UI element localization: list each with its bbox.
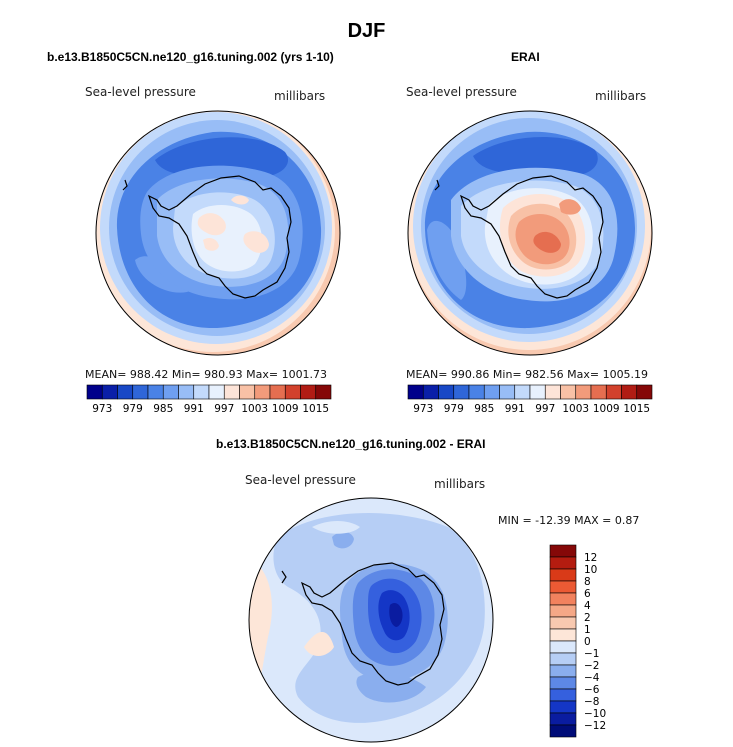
colorbar-tick-label: 973 [413, 403, 433, 415]
colorbar-tick-label: 979 [123, 403, 143, 415]
diff-colorbar-tick-label: 6 [584, 588, 591, 600]
colorbar-swatch [300, 384, 317, 400]
colorbar-tick-label: 1015 [302, 403, 329, 415]
colorbar-tick-label: 997 [535, 403, 555, 415]
diff-colorbar-tick-label: −10 [584, 708, 606, 720]
colorbar-swatch [223, 384, 240, 400]
colorbar-tick-label: 973 [92, 403, 112, 415]
diff-colorbar-tick-label: −2 [584, 660, 599, 672]
colorbar-tick-label: 997 [214, 403, 234, 415]
diff-colorbar-tick-label: −1 [584, 648, 599, 660]
colorbar-swatch [315, 384, 332, 400]
colorbar-swatch [117, 384, 134, 400]
diff-colorbar-tick-label: 10 [584, 564, 597, 576]
diff-colorbar-swatch [549, 592, 577, 606]
model-variable-label: Sea-level pressure [85, 85, 196, 99]
diff-colorbar-swatch [549, 700, 577, 714]
colorbar-swatch [590, 384, 607, 400]
diff-colorbar-swatch [549, 580, 577, 594]
diff-colorbar-swatch [549, 544, 577, 558]
colorbar-swatch [453, 384, 470, 400]
model-colorbar: 973 979 985 991 997 1003 1009 1015 [86, 384, 332, 415]
model-units-label: millibars [274, 89, 326, 103]
colorbar-swatch [529, 384, 546, 400]
erai-variable-label: Sea-level pressure [406, 85, 517, 99]
colorbar-swatch [514, 384, 531, 400]
colorbar-swatch [269, 384, 286, 400]
model-stats: MEAN= 988.42 Min= 980.93 Max= 1001.73 [85, 368, 328, 381]
diff-colorbar-swatch [549, 676, 577, 690]
colorbar-swatch [407, 384, 424, 400]
colorbar-tick-label: 1009 [272, 403, 299, 415]
diff-colorbar-tick-label: −6 [584, 684, 600, 696]
colorbar-tick-label: 985 [153, 403, 173, 415]
diff-colorbar-tick-label: 0 [584, 636, 591, 648]
colorbar-tick-label: 979 [444, 403, 464, 415]
diff-colorbar-swatch [549, 640, 577, 654]
colorbar-swatch [178, 384, 195, 400]
colorbar-tick-label: 1009 [593, 403, 620, 415]
model-polar-map [95, 110, 341, 356]
colorbar-tick-label: 991 [505, 403, 525, 415]
colorbar-swatch [483, 384, 500, 400]
colorbar-swatch [86, 384, 103, 400]
diff-panel-title: b.e13.B1850C5CN.ne120_g16.tuning.002 - E… [216, 437, 486, 451]
diff-colorbar-swatch [549, 556, 577, 570]
diff-colorbar-swatch [549, 688, 577, 702]
colorbar-tick-label: 985 [474, 403, 494, 415]
colorbar-swatch [162, 384, 179, 400]
colorbar-swatch [499, 384, 516, 400]
colorbar-tick-label: 1003 [241, 403, 268, 415]
diff-colorbar-tick-label: −8 [584, 696, 599, 708]
diff-colorbar-swatch [549, 604, 577, 618]
diff-colorbar-swatch [549, 568, 577, 582]
erai-stats: MEAN= 990.86 Min= 982.56 Max= 1005.19 [406, 368, 649, 381]
erai-panel-title: ERAI [511, 50, 540, 64]
figure-title: DJF [347, 20, 386, 42]
colorbar-swatch [544, 384, 561, 400]
colorbar-swatch [621, 384, 638, 400]
colorbar-swatch [147, 384, 164, 400]
colorbar-swatch [605, 384, 622, 400]
diff-colorbar-tick-label: 1 [584, 624, 591, 636]
diff-stats: MIN = -12.39 MAX = 0.87 [498, 514, 640, 527]
colorbar-swatch [208, 384, 225, 400]
diff-colorbar-tick-label: −4 [584, 672, 600, 684]
colorbar-swatch [575, 384, 592, 400]
diff-colorbar-swatch [549, 628, 577, 642]
diff-colorbar-swatch [549, 724, 577, 738]
erai-polar-map [407, 110, 653, 356]
diff-variable-label: Sea-level pressure [245, 473, 356, 487]
diff-units-label: millibars [434, 477, 486, 491]
colorbar-swatch [636, 384, 653, 400]
colorbar-swatch [193, 384, 210, 400]
colorbar-swatch [101, 384, 118, 400]
colorbar-swatch [254, 384, 271, 400]
diff-colorbar-swatch [549, 616, 577, 630]
colorbar-tick-label: 1015 [623, 403, 650, 415]
diff-colorbar-swatch [549, 652, 577, 666]
diff-colorbar-swatch [549, 664, 577, 678]
colorbar-swatch [560, 384, 577, 400]
colorbar-swatch [422, 384, 439, 400]
colorbar-swatch [438, 384, 455, 400]
colorbar-swatch [468, 384, 485, 400]
erai-units-label: millibars [595, 89, 647, 103]
colorbar-tick-label: 1003 [562, 403, 589, 415]
colorbar-swatch [132, 384, 149, 400]
colorbar-swatch [284, 384, 301, 400]
diff-colorbar-tick-label: 4 [584, 600, 591, 612]
diff-colorbar-swatch [549, 712, 577, 726]
model-panel-title: b.e13.B1850C5CN.ne120_g16.tuning.002 (yr… [47, 50, 334, 64]
diff-colorbar-tick-label: 2 [584, 612, 591, 624]
colorbar-swatch [239, 384, 256, 400]
diff-polar-map [248, 497, 494, 743]
diff-colorbar-tick-label: 12 [584, 552, 597, 564]
diff-colorbar-tick-label: 8 [584, 576, 591, 588]
diff-colorbar-tick-label: −12 [584, 720, 606, 732]
erai-colorbar: 973 979 985 991 997 1003 1009 1015 [407, 384, 653, 415]
colorbar-tick-label: 991 [184, 403, 204, 415]
